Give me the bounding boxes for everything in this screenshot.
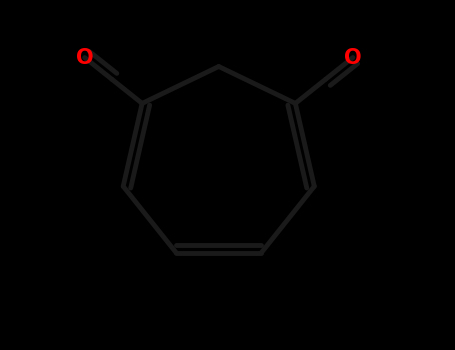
Text: O: O — [76, 48, 93, 68]
Text: O: O — [344, 48, 362, 68]
